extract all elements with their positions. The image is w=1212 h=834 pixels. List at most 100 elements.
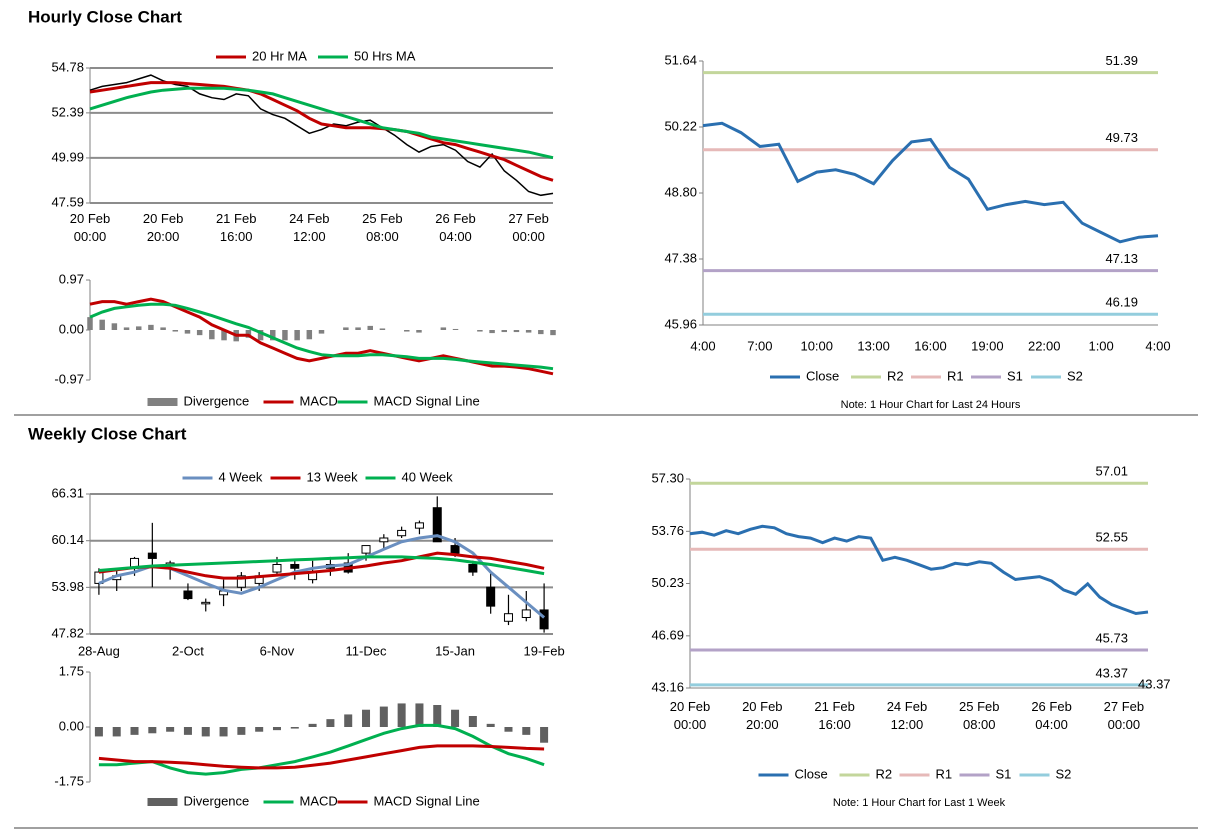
y-tick-label: 1.75: [59, 663, 84, 678]
legend-label: 20 Hr MA: [252, 48, 307, 63]
bar: [209, 330, 215, 340]
bar: [504, 727, 513, 732]
candle-body: [432, 507, 442, 543]
y-tick-label: 47.82: [51, 625, 84, 640]
bar: [452, 328, 459, 330]
bar: [433, 705, 442, 727]
legend-label: 4 Week: [219, 469, 263, 484]
y-tick-label: 66.31: [51, 485, 84, 500]
bar: [282, 330, 288, 341]
x-tick-label: 27 Feb 00:00: [508, 211, 548, 244]
y-tick-label: -0.97: [54, 371, 84, 386]
x-tick-label: 24 Feb 12:00: [887, 699, 927, 732]
candle-body: [379, 537, 389, 543]
x-tick-label: 1:00: [1088, 338, 1113, 353]
x-tick-label-line: 12:00: [293, 229, 326, 244]
legend-label: Close: [806, 368, 839, 383]
x-tick-label-line: 25 Feb: [362, 211, 402, 226]
section-title: Weekly Close Chart: [28, 424, 187, 443]
x-tick-label: 11-Dec: [346, 643, 387, 658]
x-tick-label: 20 Feb 00:00: [670, 699, 710, 732]
note: Note: 1 Hour Chart for Last 1 Week: [833, 797, 1006, 809]
y-tick-label: 50.22: [664, 118, 697, 133]
bar: [318, 330, 325, 334]
y-tick-label: 47.59: [51, 194, 84, 209]
y-tick-label: 54.78: [51, 59, 84, 74]
series-line: [89, 302, 554, 371]
y-tick-label: 0.00: [59, 321, 84, 336]
x-tick-label: 26 Feb 04:00: [1031, 699, 1071, 732]
series-line: [702, 121, 1159, 244]
level-end-label: 43.37: [1138, 676, 1171, 691]
legend-label: MACD: [300, 393, 338, 408]
candle-body: [486, 586, 496, 607]
legend-label: R1: [936, 766, 953, 781]
x-tick-label-line: 00:00: [674, 717, 707, 732]
x-tick-label: 20 Feb 20:00: [742, 699, 782, 732]
candle-body: [183, 590, 193, 600]
x-tick-label: 13:00: [857, 338, 890, 353]
x-tick-label: 15-Jan: [435, 643, 475, 658]
legend-label: R2: [887, 368, 904, 383]
x-tick-label-line: 16:00: [818, 717, 851, 732]
x-tick-label: 4:00: [690, 338, 715, 353]
x-tick-label-line: 20 Feb: [670, 699, 710, 714]
x-tick-label: 27 Feb 00:00: [1104, 699, 1144, 732]
candle-body: [272, 563, 282, 573]
x-tick-label-line: 12:00: [891, 717, 924, 732]
level-label: 45.73: [1095, 630, 1128, 645]
x-tick-label-line: 24 Feb: [289, 211, 329, 226]
legend-label: R1: [947, 368, 964, 383]
bar: [94, 727, 103, 737]
bar: [416, 330, 422, 333]
x-tick-label-line: 20 Feb: [143, 211, 183, 226]
bar: [294, 330, 300, 341]
bar: [440, 327, 447, 330]
x-tick-label: 16:00: [914, 338, 947, 353]
candle-body: [450, 545, 460, 554]
candle-body: [201, 601, 211, 605]
bar: [290, 727, 299, 729]
legend-label: MACD Signal Line: [374, 793, 480, 808]
candle-body: [521, 609, 531, 618]
bar: [404, 330, 410, 332]
bar: [148, 727, 157, 734]
x-tick-label-line: 21 Feb: [814, 699, 854, 714]
y-tick-label: 51.64: [664, 52, 697, 67]
legend-label: S2: [1056, 766, 1072, 781]
bar: [477, 330, 483, 332]
x-tick-label-line: 00:00: [512, 229, 545, 244]
bar: [468, 716, 477, 727]
x-tick-label-line: 16:00: [220, 229, 253, 244]
bar: [367, 325, 373, 330]
bar: [166, 727, 175, 732]
legend-label: S1: [996, 766, 1012, 781]
x-tick-label: 25 Feb 08:00: [362, 211, 402, 244]
x-tick-label: 7:00: [747, 338, 772, 353]
bar: [219, 727, 228, 737]
series-line: [98, 534, 546, 619]
series-line: [98, 723, 545, 776]
x-tick-label: 26 Feb 04:00: [435, 211, 475, 244]
bar: [379, 328, 386, 330]
level-label: 51.39: [1105, 53, 1138, 68]
x-tick-label-line: 27 Feb: [1104, 699, 1144, 714]
x-tick-label: 10:00: [800, 338, 833, 353]
bar: [196, 330, 203, 336]
bar: [272, 727, 281, 731]
bar: [486, 723, 495, 727]
legend-label: 40 Week: [402, 469, 454, 484]
y-tick-label: 0.97: [59, 271, 84, 286]
bar: [355, 327, 361, 330]
level-label: 46.19: [1105, 295, 1138, 310]
series-line: [89, 81, 554, 182]
bar: [255, 727, 264, 732]
y-tick-label: 50.23: [651, 575, 684, 590]
legend-label: 50 Hrs MA: [354, 48, 416, 63]
bar: [237, 727, 246, 735]
bar: [451, 709, 460, 727]
x-tick-label-line: 20:00: [147, 229, 180, 244]
bar: [184, 330, 191, 334]
x-tick-label: 28-Aug: [78, 643, 120, 658]
legend-label: Divergence: [184, 393, 250, 408]
